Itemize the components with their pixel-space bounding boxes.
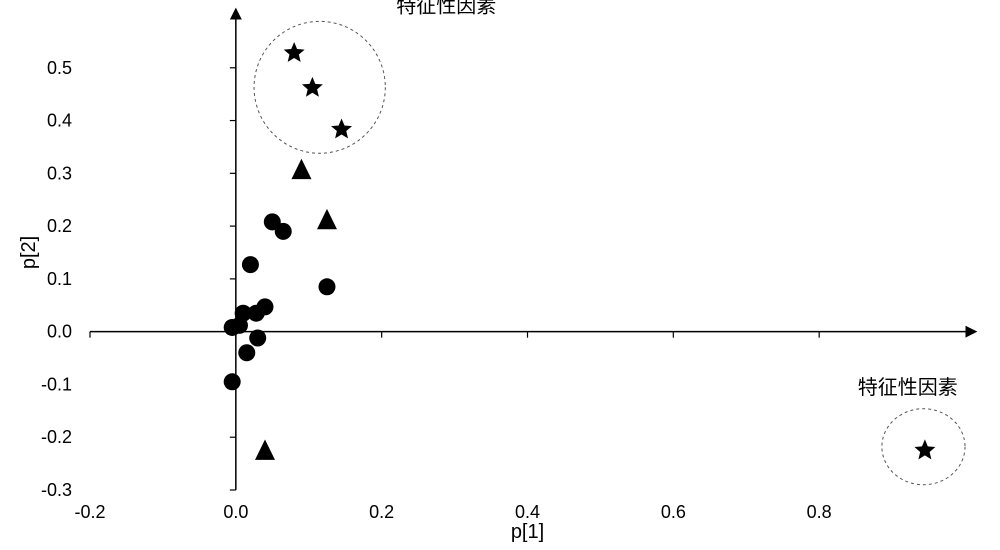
data-point-circle [242,256,259,273]
data-point-star [331,119,352,139]
data-point-triangle [255,439,275,459]
data-point-circle [318,278,335,295]
y-tick-label: 0.2 [47,216,72,236]
annotation-label: 特征性因素 [396,0,496,17]
data-point-star [284,42,305,62]
y-tick-label: -0.3 [41,480,72,500]
data-point-star [302,77,323,97]
y-tick-label: 0.5 [47,58,72,78]
y-tick-label: 0.1 [47,269,72,289]
loading-plot: -0.20.00.20.40.60.8-0.3-0.2-0.10.00.10.2… [0,0,1000,550]
annotation-label: 特征性因素 [858,376,958,399]
data-point-triangle [291,159,311,179]
data-point-circle [249,330,266,347]
data-point-circle [257,298,274,315]
data-point-star [914,439,935,459]
y-tick-label: 0.3 [47,163,72,183]
y-axis-label: p[2] [18,236,40,269]
x-tick-label: 0.4 [515,502,540,522]
data-point-circle [224,373,241,390]
x-tick-label: 0.2 [369,502,394,522]
data-point-circle [264,213,281,230]
data-point-circle [238,344,255,361]
x-tick-label: -0.2 [74,502,105,522]
y-tick-label: 0.4 [47,111,72,131]
x-axis-label: p[1] [511,521,544,543]
data-point-triangle [317,209,337,229]
x-tick-label: 0.8 [807,502,832,522]
x-tick-label: 0.6 [661,502,686,522]
highlight-ellipse [254,21,385,153]
y-tick-label: -0.1 [41,374,72,394]
x-tick-label: 0.0 [223,502,248,522]
y-tick-label: 0.0 [47,322,72,342]
y-tick-label: -0.2 [41,427,72,447]
